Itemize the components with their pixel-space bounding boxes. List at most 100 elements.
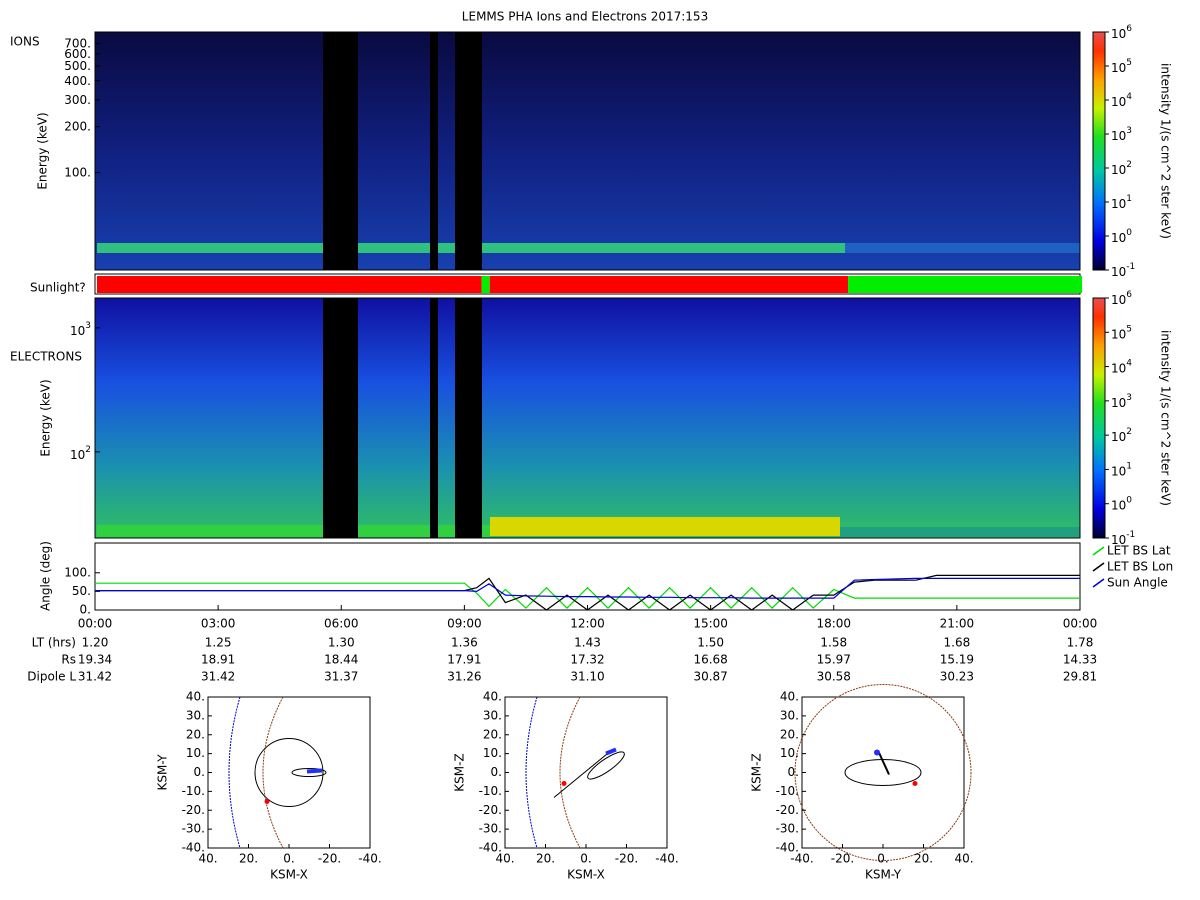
tick-base: 10 (1111, 430, 1126, 444)
x-tick-label: 06:00 (324, 617, 359, 631)
row-value: 1.20 (82, 636, 109, 650)
row-value: 31.37 (324, 670, 358, 684)
y-tick-label: 10. (483, 746, 502, 760)
tick-label: 103 (1111, 126, 1132, 143)
row-value: 15.19 (940, 653, 974, 667)
tick-exponent: 4 (1126, 358, 1132, 368)
electron-frame (94, 297, 1081, 539)
y-tick-label: 100. (64, 565, 91, 579)
orbit-plot: 40. 20. 0. -20. -40. -40. -30. -20. -10. 0. 10. 20.… (156, 690, 382, 882)
tick-label: 103 (70, 320, 91, 337)
tick-exponent: 0 (1126, 495, 1132, 505)
tick-base: 10 (1111, 231, 1126, 245)
row-label: Rs (61, 653, 76, 667)
x-tick-label: 12:00 (570, 617, 605, 631)
y-axis-label: Energy (keV) (39, 379, 53, 456)
y-tick-label: 0. (194, 765, 205, 779)
sunlight-segment (97, 276, 482, 293)
tick-label: 100 (1111, 495, 1132, 512)
x-tick-label: 00:00 (1063, 617, 1098, 631)
y-tick-label: 20. (186, 727, 205, 741)
tick-exponent: 3 (1126, 392, 1132, 402)
tick-base: 10 (1111, 61, 1126, 75)
legend-label: Sun Angle (1107, 576, 1168, 590)
tick-exponent: 2 (1126, 427, 1132, 437)
x-tick-label: -20. (318, 852, 341, 866)
tick-exponent: 4 (1126, 92, 1132, 102)
y-tick-label: 10. (186, 746, 205, 760)
tick-base: 10 (1111, 27, 1126, 41)
y-axis-label: Angle (deg) (39, 541, 53, 611)
y-tick-label: 10. (780, 746, 799, 760)
row-value: 1.43 (574, 636, 601, 650)
orbit (291, 768, 327, 777)
x-tick-label: -40. (655, 852, 678, 866)
tick-label: 101 (1111, 461, 1132, 478)
spacecraft-start (874, 749, 880, 756)
tick-label: 600. (64, 46, 91, 60)
tick-label: 100. (64, 165, 91, 179)
row-value: 31.10 (570, 670, 604, 684)
y-tick-label: 50. (72, 584, 91, 598)
legend-swatch (1092, 546, 1105, 556)
tick-base: 600. (64, 46, 91, 60)
tick-exponent: 1 (1126, 461, 1132, 471)
x-tick-label: 40. (495, 852, 514, 866)
orbit (587, 751, 625, 780)
tick-exponent: 0 (1126, 228, 1132, 238)
electron-band (840, 527, 1080, 537)
title: LEMMS PHA Ions and Electrons 2017:153 (462, 10, 708, 24)
orbit-plot: 40. 20. 0. -20. -40.40.30.20.10.0.-10.-20.-3… (453, 690, 679, 882)
orbit-plot: -40. -20. 0. 20. 40. 40. 30. 20. 10. 0. -10. -20. -3… (750, 684, 974, 882)
row-value: 30.87 (693, 670, 727, 684)
row-value: 1.58 (820, 636, 847, 650)
tick-base: 10 (1111, 197, 1126, 211)
data-gaps (323, 32, 482, 538)
tick-label: 101 (1111, 194, 1132, 211)
y-tick-label: -40. (182, 841, 205, 855)
tick-exponent: 6 (1126, 24, 1132, 34)
tick-label: 106 (1111, 24, 1132, 41)
y-tick-label: 0. (80, 603, 91, 617)
y-tick-label: 20. (780, 727, 799, 741)
sunlight-segment (489, 276, 849, 293)
y-tick-label: 0. (491, 765, 502, 779)
y-tick-label: -10. (479, 784, 502, 798)
row-value: 19.34 (78, 653, 112, 667)
x-axis-label: KSM-Y (865, 868, 902, 882)
colorbar (1092, 31, 1106, 271)
tick-label: 300. (64, 92, 91, 106)
x-tick-label: 0. (877, 852, 888, 866)
orbit-track (605, 747, 617, 756)
colorbar-label: intensity 1/(s cm^2 ster keV) (1159, 330, 1173, 506)
y-tick-label: 40. (780, 690, 799, 704)
tick-exponent: 3 (1126, 126, 1132, 136)
magnetopause (794, 684, 972, 861)
row-value: 17.32 (570, 653, 604, 667)
ion-band (845, 243, 1080, 253)
y-tick-label: 40. (483, 690, 502, 704)
x-axis-label: KSM-X (567, 868, 605, 882)
tick-label: 106 (1111, 290, 1132, 307)
tick-label: 400. (64, 73, 91, 87)
tick-exponent: 1 (1126, 194, 1132, 204)
tick-exponent: 5 (1126, 58, 1132, 68)
tick-base: 10 (1111, 95, 1126, 109)
row-value: 29.81 (1063, 670, 1097, 684)
x-tick-label: -40. (358, 852, 381, 866)
x-tick-label: 40. (198, 852, 217, 866)
angle-line (95, 574, 1080, 611)
tick-label: 102 (70, 444, 91, 461)
bow-shock (525, 696, 538, 849)
tick-base: 700. (64, 36, 91, 50)
x-tick-label: 0. (580, 852, 591, 866)
row-value: 30.23 (940, 670, 974, 684)
x-tick-label: -20. (615, 852, 638, 866)
tick-base: 10 (1111, 361, 1126, 375)
orbit-track (877, 750, 890, 775)
tick-exponent: -1 (1126, 530, 1135, 540)
y-tick-label: 30. (483, 708, 502, 722)
y-tick-label: 30. (780, 708, 799, 722)
tick-base: 200. (64, 119, 91, 133)
